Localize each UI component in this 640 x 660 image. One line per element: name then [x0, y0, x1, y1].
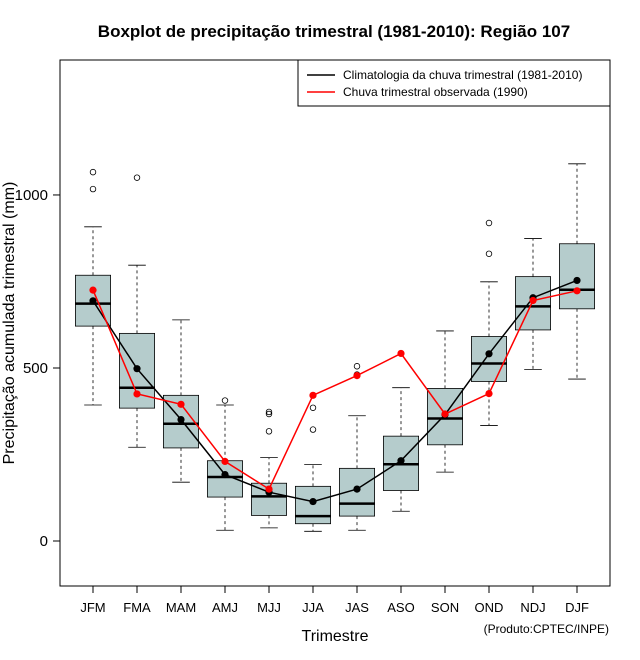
series-point — [529, 296, 537, 305]
box-iqr — [559, 243, 596, 310]
x-tick-label: MJJ — [257, 600, 281, 615]
box-iqr — [470, 336, 507, 382]
credit-text: (Produto:CPTEC/INPE) — [484, 622, 609, 636]
series-point — [309, 497, 317, 506]
box-JAS — [338, 363, 375, 531]
series-point — [573, 287, 581, 295]
legend-box — [297, 59, 611, 107]
series-point — [89, 286, 97, 294]
series-point — [353, 485, 361, 493]
series-point — [485, 350, 493, 358]
outlier-point — [485, 250, 493, 257]
series-0 — [89, 276, 581, 506]
series-point — [397, 457, 405, 465]
outlier-point — [265, 408, 273, 416]
outlier-point — [89, 168, 97, 176]
x-tick-label: NDJ — [520, 600, 545, 615]
x-tick-label: FMA — [123, 600, 151, 615]
box-OND — [470, 219, 507, 426]
box-FMA — [119, 174, 156, 448]
outlier-point — [89, 185, 97, 193]
y-tick-label: 1000 — [15, 187, 48, 204]
series-point — [265, 485, 273, 493]
series-point — [441, 410, 449, 418]
outlier-point — [221, 397, 229, 404]
series-layer — [89, 276, 581, 506]
box-MJJ — [250, 408, 287, 529]
boxes-layer — [75, 94, 596, 532]
series-line — [92, 289, 578, 491]
box-NDJ — [515, 94, 552, 370]
outlier-point — [265, 410, 273, 418]
y-tick-label: 500 — [23, 360, 48, 377]
legend-label-climatology: Climatologia da chuva trimestral (1981-2… — [343, 68, 582, 82]
series-point — [133, 365, 141, 373]
y-axis: 0 500 1000 — [15, 187, 61, 550]
outlier-point — [485, 219, 493, 227]
x-tick-label: SON — [431, 600, 459, 615]
series-point — [177, 415, 185, 424]
x-tick-label: JAS — [345, 600, 369, 615]
outlier-point — [265, 428, 273, 435]
y-tick-label: 0 — [40, 533, 48, 550]
outlier-point — [353, 363, 361, 370]
x-tick-label: OND — [475, 600, 504, 615]
x-axis: JFM FMA MAM AMJ MJJ JJA JAS ASO SON OND NDJ DJF — [80, 585, 589, 615]
outlier-point — [309, 426, 317, 433]
series-line — [92, 279, 578, 503]
outlier-point — [133, 174, 141, 181]
outlier-point — [309, 404, 317, 411]
y-axis-label: Precipitação acumulada trimestral (mm) — [1, 182, 18, 465]
legend-label-observed: Chuva trimestral observada (1990) — [343, 85, 528, 99]
series-point — [89, 297, 97, 305]
legend: Climatologia da chuva trimestral (1981-2… — [297, 59, 611, 107]
x-tick-label: JFM — [80, 600, 105, 615]
series-point — [353, 372, 361, 380]
box-DJF — [559, 163, 596, 380]
x-tick-label: JJA — [302, 600, 324, 615]
series-point — [133, 390, 141, 398]
box-JJA — [294, 404, 331, 532]
box-ASO — [382, 387, 419, 512]
chart-title: Boxplot de precipitação trimestral (1981… — [98, 22, 570, 41]
x-axis-label: Trimestre — [302, 628, 369, 645]
series-point — [573, 276, 581, 285]
x-tick-label: AMJ — [212, 600, 238, 615]
series-point — [221, 457, 229, 466]
x-tick-label: ASO — [387, 600, 414, 615]
series-point — [485, 389, 493, 398]
series-point — [397, 349, 405, 358]
box-MAM — [162, 319, 199, 483]
series-point — [177, 400, 185, 408]
series-1 — [89, 286, 581, 493]
series-point — [221, 470, 229, 479]
x-tick-label: DJF — [565, 600, 589, 615]
series-point — [309, 391, 317, 399]
x-tick-label: MAM — [166, 600, 196, 615]
box-SON — [426, 330, 463, 473]
